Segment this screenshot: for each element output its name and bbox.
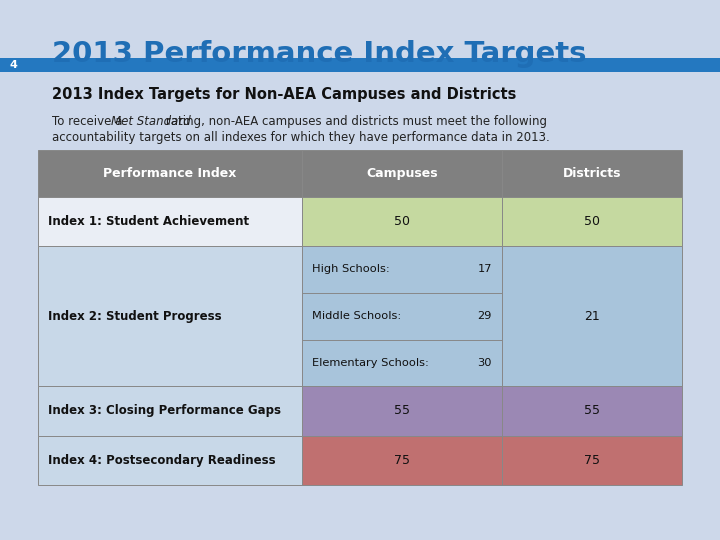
Text: 2013 Index Targets for Non-AEA Campuses and Districts: 2013 Index Targets for Non-AEA Campuses …	[52, 87, 516, 102]
Text: Index 3: Closing Performance Gaps: Index 3: Closing Performance Gaps	[48, 404, 281, 417]
Text: 50: 50	[584, 215, 600, 228]
Text: 4: 4	[9, 60, 17, 70]
Text: To receive a: To receive a	[52, 115, 126, 128]
Text: Index 1: Student Achievement: Index 1: Student Achievement	[48, 215, 249, 228]
Bar	[302, 436, 502, 485]
Text: 29: 29	[477, 311, 492, 321]
Bar	[502, 150, 682, 197]
Bar	[302, 197, 502, 246]
Text: High Schools:: High Schools:	[312, 265, 390, 274]
Text: Middle Schools:: Middle Schools:	[312, 311, 401, 321]
Text: 55: 55	[584, 404, 600, 417]
Bar	[38, 386, 302, 436]
Text: Performance Index: Performance Index	[103, 167, 237, 180]
Text: Elementary Schools:: Elementary Schools:	[312, 358, 429, 368]
Text: 21: 21	[584, 310, 600, 323]
Bar	[38, 197, 302, 246]
Text: rating, non-AEA campuses and districts must meet the following: rating, non-AEA campuses and districts m…	[161, 115, 546, 128]
Text: 2013 Performance Index Targets: 2013 Performance Index Targets	[52, 40, 587, 68]
Text: Index 4: Postsecondary Readiness: Index 4: Postsecondary Readiness	[48, 454, 276, 467]
Bar	[502, 246, 682, 386]
Bar	[0, 58, 720, 72]
Bar	[502, 436, 682, 485]
Text: 75: 75	[584, 454, 600, 467]
Text: 17: 17	[477, 265, 492, 274]
Bar	[38, 436, 302, 485]
Bar	[502, 386, 682, 436]
Bar	[302, 150, 502, 197]
Text: accountability targets on all indexes for which they have performance data in 20: accountability targets on all indexes fo…	[52, 131, 550, 144]
Text: 50: 50	[394, 215, 410, 228]
Bar	[302, 246, 502, 386]
Text: 30: 30	[477, 358, 492, 368]
Text: 75: 75	[394, 454, 410, 467]
Text: Index 2: Student Progress: Index 2: Student Progress	[48, 310, 222, 323]
Text: Districts: Districts	[563, 167, 621, 180]
Text: 55: 55	[394, 404, 410, 417]
Bar	[38, 246, 302, 386]
Text: Campuses: Campuses	[366, 167, 438, 180]
Bar	[302, 386, 502, 436]
Bar	[38, 150, 302, 197]
Bar	[0, 58, 26, 72]
Bar	[502, 197, 682, 246]
Text: Met Standard: Met Standard	[111, 115, 191, 128]
